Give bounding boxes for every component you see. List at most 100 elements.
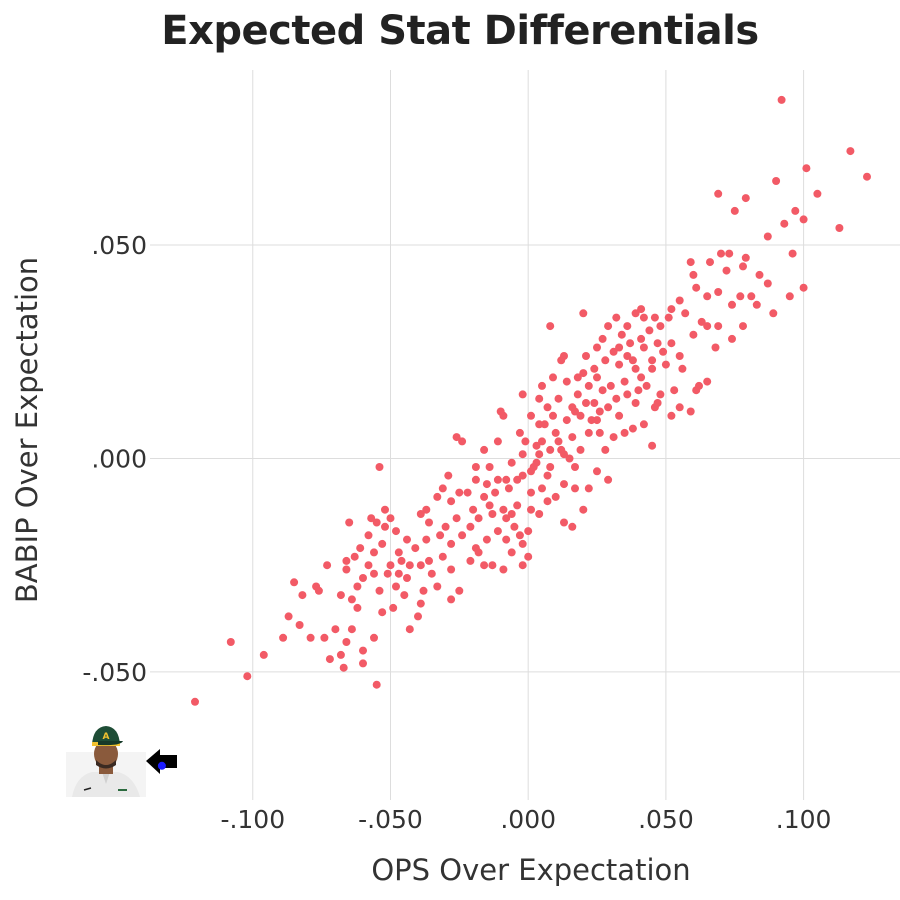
data-point [336, 591, 345, 600]
data-point [535, 510, 544, 518]
data-point [568, 522, 577, 531]
data-point [656, 322, 665, 331]
data-point [527, 505, 535, 514]
data-point [342, 556, 351, 565]
data-point [785, 292, 794, 301]
data-point [650, 313, 659, 322]
data-point [521, 437, 530, 446]
data-point [598, 334, 607, 343]
data-point [279, 633, 288, 642]
data-point [772, 177, 781, 185]
data-point [714, 189, 723, 198]
data-point [485, 463, 494, 471]
data-point [444, 471, 453, 480]
data-point [711, 343, 720, 352]
data-point [331, 625, 340, 634]
grid-lines [150, 70, 900, 800]
x-tick-labels: -.100 -.050 .000 .050 .100 [220, 805, 831, 834]
data-point [648, 356, 657, 365]
data-point [493, 475, 502, 484]
data-point [606, 381, 615, 390]
data-point [538, 484, 546, 493]
data-point [557, 356, 566, 365]
data-point [455, 488, 464, 497]
data-point [370, 548, 378, 557]
data-point [342, 565, 351, 574]
data-point [480, 445, 489, 454]
data-point [543, 471, 552, 480]
data-point [604, 475, 613, 484]
data-point [739, 322, 747, 331]
data-point [510, 522, 519, 531]
data-point [298, 591, 307, 600]
data-point [579, 505, 588, 514]
data-point [546, 445, 555, 454]
data-point [717, 249, 725, 258]
data-point [667, 305, 676, 314]
data-point [637, 373, 646, 382]
x-tick-label: .000 [500, 805, 556, 834]
data-point [747, 292, 756, 301]
data-point [359, 646, 367, 655]
data-point [243, 672, 252, 681]
data-point [623, 352, 632, 360]
data-point [323, 561, 332, 570]
data-point [419, 586, 428, 595]
data-point [502, 514, 511, 523]
data-point [543, 403, 552, 412]
data-point [802, 164, 811, 173]
data-point [347, 625, 356, 634]
player-headshot: A [66, 726, 146, 797]
data-point [538, 381, 546, 390]
data-point [703, 377, 712, 386]
data-point [706, 258, 714, 267]
data-point [722, 266, 731, 275]
data-point [741, 253, 750, 262]
data-point [284, 612, 293, 621]
data-point [386, 561, 395, 570]
data-points [191, 95, 871, 706]
data-point [226, 638, 235, 646]
data-point [364, 531, 373, 540]
data-point [763, 232, 772, 241]
data-point [609, 433, 618, 442]
data-point [639, 420, 648, 429]
data-point [631, 364, 640, 373]
data-point [394, 548, 403, 557]
data-point [532, 458, 541, 467]
data-point [504, 484, 513, 493]
data-point [788, 249, 797, 258]
data-point [480, 492, 489, 501]
data-point [675, 296, 684, 305]
data-point [730, 206, 739, 215]
data-point [725, 249, 734, 258]
data-point [604, 322, 613, 331]
data-point [628, 356, 637, 365]
data-point [524, 552, 533, 561]
data-point [620, 377, 629, 386]
data-point [648, 441, 657, 450]
data-point [728, 300, 736, 309]
data-point [518, 390, 527, 399]
data-point [375, 463, 384, 471]
data-point [728, 334, 736, 343]
data-point [455, 586, 464, 595]
data-point [703, 322, 712, 331]
data-point [573, 373, 582, 382]
data-point [370, 633, 378, 642]
data-point [518, 471, 527, 480]
data-point [422, 535, 431, 544]
data-point [634, 386, 643, 395]
data-point [447, 497, 456, 506]
data-point [568, 433, 577, 442]
data-point [642, 381, 651, 390]
data-point [527, 488, 535, 497]
data-point [755, 270, 764, 279]
data-point [405, 625, 414, 634]
data-point [438, 484, 447, 493]
data-point [648, 364, 657, 373]
data-point [601, 356, 610, 365]
highlighted-point [157, 761, 166, 770]
data-point [469, 505, 478, 514]
